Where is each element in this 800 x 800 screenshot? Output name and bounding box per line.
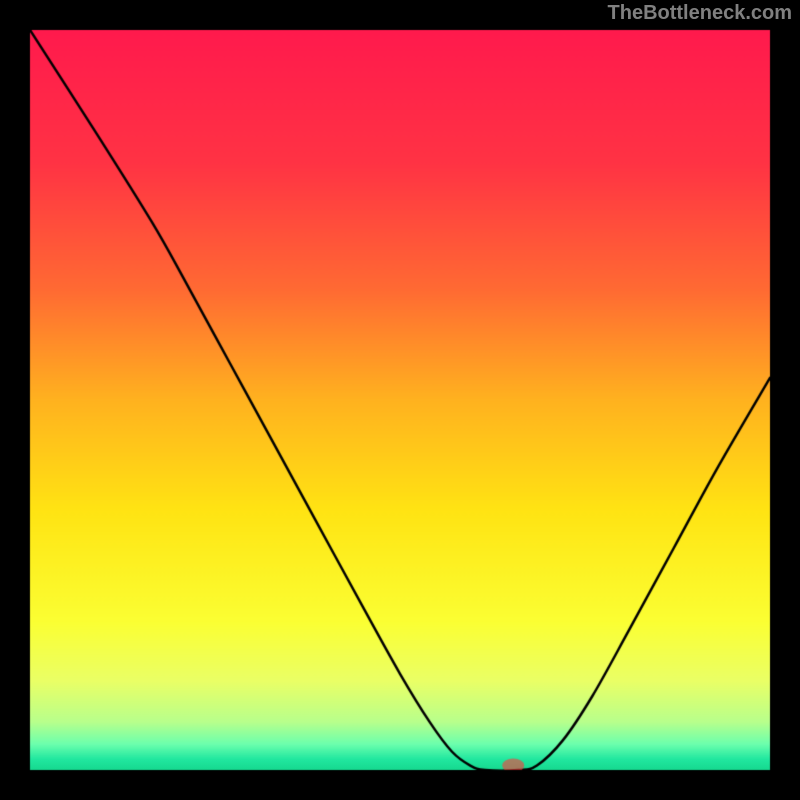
watermark-text: TheBottleneck.com	[608, 2, 792, 25]
chart-stage: TheBottleneck.com	[0, 0, 800, 800]
bottleneck-curve-chart	[0, 0, 800, 800]
